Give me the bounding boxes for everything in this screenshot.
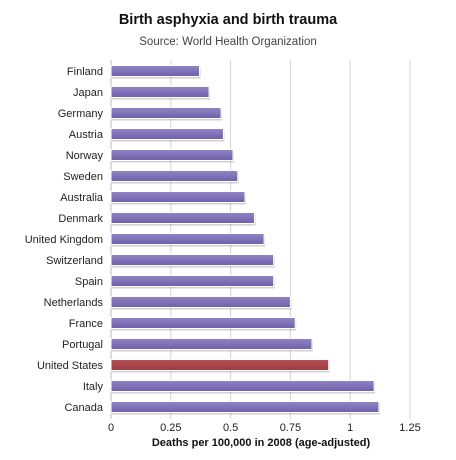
category-label: Austria [69, 129, 104, 141]
x-tick-label: 0.5 [223, 422, 238, 434]
category-label: Germany [58, 108, 104, 120]
bar-sweden [110, 170, 239, 182]
category-label: Japan [73, 87, 103, 99]
category-label: Australia [60, 192, 104, 204]
bar-japan [110, 86, 210, 98]
x-tick-label: 1.25 [399, 422, 420, 434]
category-labels: Finland Japan Germany Austria Norway Sweden Au… [25, 66, 104, 414]
bar-italy [110, 380, 375, 392]
x-axis-ticks: 0 0.25 0.5 0.75 1 1.25 [108, 422, 421, 434]
bar-germany [110, 107, 222, 119]
x-tick-label: 0.75 [280, 422, 301, 434]
x-axis-title: Deaths per 100,000 in 2008 (age-adjusted… [152, 437, 371, 449]
category-label: Italy [83, 381, 104, 393]
bar-spain [110, 275, 275, 287]
x-tick-label: 1 [347, 422, 353, 434]
bar-portugal [110, 338, 313, 350]
category-label: Sweden [63, 171, 103, 183]
category-label: Switzerland [46, 255, 103, 267]
bar-austria [110, 128, 224, 140]
bar-finland [110, 65, 201, 77]
chart-subtitle: Source: World Health Organization [139, 36, 317, 48]
bar-france [110, 317, 296, 329]
category-label: Portugal [62, 339, 103, 351]
bar-denmark [110, 212, 256, 224]
chart-title: Birth asphyxia and birth trauma [118, 12, 338, 28]
category-label: United Kingdom [25, 234, 103, 246]
bars [110, 65, 380, 415]
category-label: Denmark [58, 213, 103, 225]
category-label: Canada [64, 402, 103, 414]
bar-canada [110, 401, 380, 413]
category-label: Norway [66, 150, 104, 162]
category-label: Netherlands [44, 297, 104, 309]
bar-norway [110, 149, 234, 161]
category-label: France [69, 318, 103, 330]
bar-australia [110, 191, 246, 203]
bar-united-states [110, 359, 330, 371]
bar-netherlands [110, 296, 291, 308]
category-label: United States [37, 360, 104, 372]
x-tick-label: 0 [108, 422, 114, 434]
x-tick-label: 0.25 [160, 422, 181, 434]
bar-united-kingdom [110, 233, 265, 245]
category-label: Spain [75, 276, 103, 288]
category-label: Finland [67, 66, 103, 78]
bar-switzerland [110, 254, 275, 266]
